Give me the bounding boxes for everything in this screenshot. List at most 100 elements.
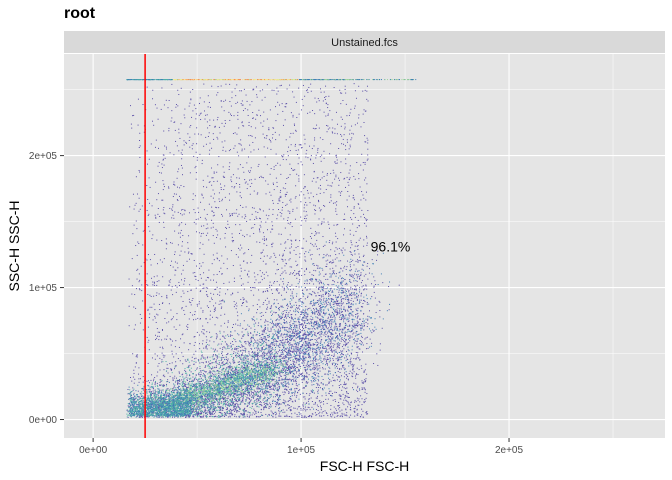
data-point xyxy=(273,282,275,284)
data-point xyxy=(237,364,239,366)
data-point xyxy=(287,404,289,406)
data-point xyxy=(303,402,305,404)
data-point xyxy=(310,360,312,362)
data-point xyxy=(305,240,307,242)
data-point xyxy=(226,268,228,270)
data-point xyxy=(335,247,337,249)
data-point xyxy=(277,214,279,216)
data-point xyxy=(275,164,277,166)
data-point xyxy=(328,293,330,295)
data-point xyxy=(253,232,255,234)
data-point xyxy=(179,236,181,238)
data-point xyxy=(178,395,180,397)
data-point xyxy=(309,288,311,290)
data-point xyxy=(340,338,342,340)
data-point xyxy=(214,125,216,127)
data-point xyxy=(263,120,265,122)
data-point xyxy=(336,329,338,331)
data-point xyxy=(166,294,168,296)
data-point xyxy=(358,85,360,87)
data-point xyxy=(361,404,363,406)
data-point xyxy=(252,141,254,143)
data-point xyxy=(367,142,369,144)
data-point xyxy=(177,171,179,173)
data-point xyxy=(203,101,205,103)
data-point xyxy=(257,391,259,393)
data-point xyxy=(171,209,173,211)
data-point xyxy=(248,412,250,414)
data-point xyxy=(301,358,303,360)
data-point xyxy=(328,366,330,368)
data-point xyxy=(296,265,298,267)
data-point xyxy=(309,365,311,367)
data-point xyxy=(325,319,327,321)
data-point xyxy=(358,398,360,400)
data-point xyxy=(325,260,327,262)
data-point xyxy=(240,90,242,92)
data-point xyxy=(226,209,228,211)
data-point xyxy=(224,322,226,324)
data-point xyxy=(258,398,260,400)
data-point xyxy=(344,414,346,416)
data-point xyxy=(377,254,379,256)
data-point xyxy=(148,388,150,390)
data-point xyxy=(330,143,332,145)
data-point xyxy=(291,293,293,295)
data-point xyxy=(196,159,198,161)
data-point xyxy=(276,322,278,324)
data-point xyxy=(345,158,347,160)
data-point xyxy=(164,157,166,159)
data-point xyxy=(192,407,194,409)
data-point xyxy=(285,388,287,390)
data-point xyxy=(304,215,306,217)
data-point xyxy=(291,329,293,331)
data-point xyxy=(242,414,244,416)
data-point xyxy=(290,389,292,391)
data-point xyxy=(217,164,219,166)
data-point xyxy=(237,118,239,120)
data-point xyxy=(242,206,244,208)
data-point xyxy=(197,218,199,220)
data-point xyxy=(205,385,207,387)
data-point xyxy=(257,362,259,364)
data-point xyxy=(356,389,358,391)
data-point xyxy=(217,86,219,88)
data-point xyxy=(205,365,207,367)
data-point xyxy=(312,362,314,364)
data-point xyxy=(235,95,237,97)
data-point xyxy=(226,377,228,379)
data-point xyxy=(251,374,253,376)
data-point xyxy=(222,149,224,151)
data-point xyxy=(256,398,258,400)
data-point xyxy=(169,391,171,393)
data-point xyxy=(314,128,316,130)
data-point xyxy=(287,404,289,406)
data-point xyxy=(245,215,247,217)
data-point xyxy=(346,374,348,376)
data-point xyxy=(365,177,367,179)
data-point xyxy=(341,319,343,321)
data-point xyxy=(289,223,291,225)
data-point xyxy=(216,336,218,338)
data-point xyxy=(269,346,271,348)
data-point xyxy=(223,189,225,191)
data-point xyxy=(221,273,223,275)
data-point xyxy=(179,400,181,402)
data-point xyxy=(207,398,209,400)
data-point xyxy=(304,408,306,410)
data-point xyxy=(352,194,354,196)
data-point xyxy=(215,359,217,361)
data-point xyxy=(227,223,229,225)
data-point xyxy=(266,164,268,166)
data-point xyxy=(233,306,235,308)
data-point xyxy=(304,95,306,97)
data-point xyxy=(171,369,173,371)
data-point xyxy=(237,315,239,317)
data-point xyxy=(233,187,235,189)
data-point xyxy=(278,319,280,321)
data-point xyxy=(165,99,167,101)
data-point xyxy=(292,376,294,378)
data-point xyxy=(208,307,210,309)
data-point xyxy=(354,107,356,109)
data-point xyxy=(319,400,321,402)
